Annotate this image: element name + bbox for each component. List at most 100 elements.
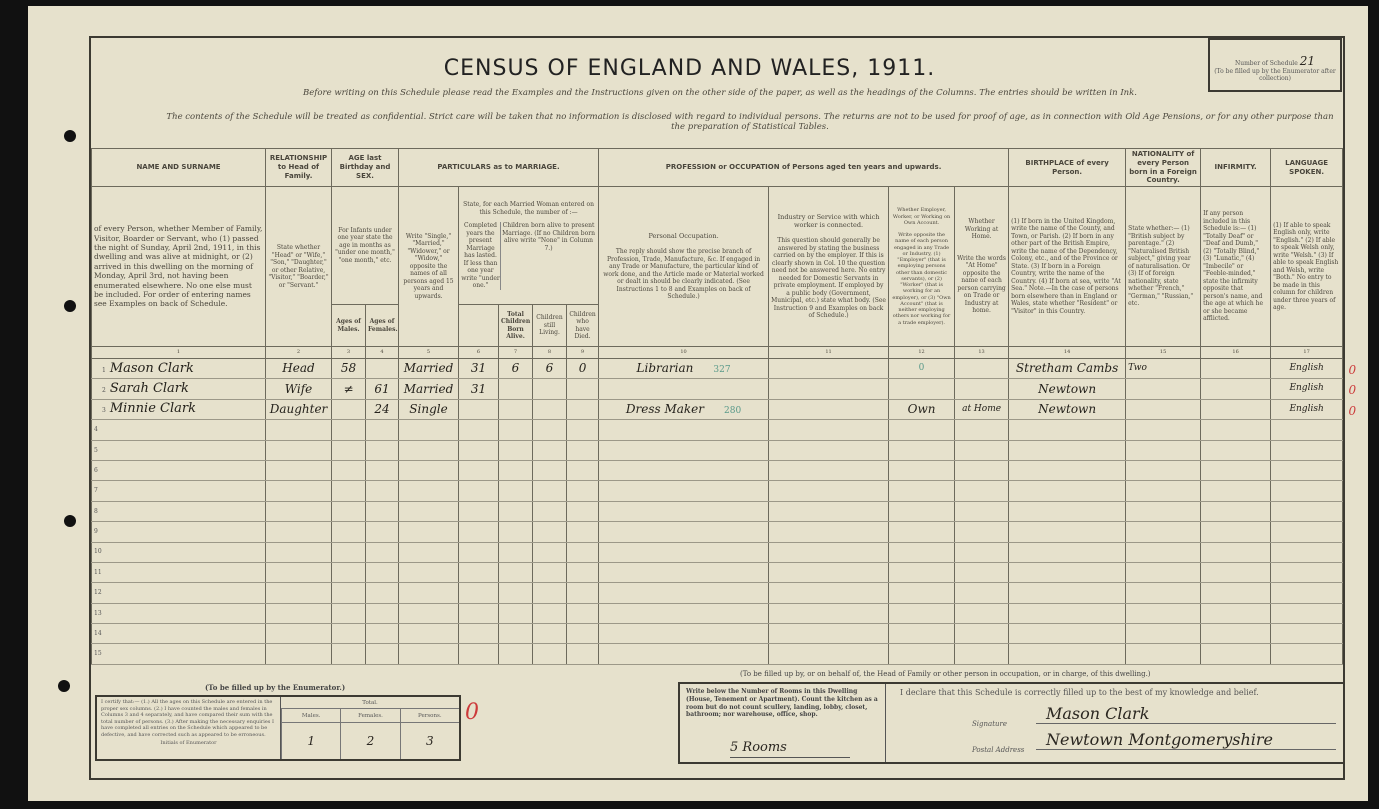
empty-cell[interactable] [331, 419, 366, 441]
empty-cell[interactable] [1200, 541, 1272, 563]
empty-cell[interactable] [565, 643, 600, 665]
empty-cell[interactable] [1008, 439, 1127, 461]
empty-cell[interactable] [532, 602, 567, 625]
cell-birthplace[interactable]: Newtown [1008, 378, 1127, 400]
empty-cell[interactable] [365, 419, 399, 441]
line-number[interactable]: 4 [91, 419, 266, 441]
empty-cell[interactable] [498, 419, 533, 441]
cell-home[interactable]: at Home [954, 398, 1010, 421]
empty-cell[interactable] [768, 623, 890, 645]
empty-cell[interactable] [1008, 459, 1127, 482]
empty-cell[interactable] [888, 500, 956, 523]
cell-cond[interactable]: Married [398, 378, 459, 400]
line-number[interactable]: 13 [91, 602, 266, 625]
empty-cell[interactable] [954, 439, 1010, 461]
cell-female[interactable]: 61 [365, 378, 399, 400]
empty-cell[interactable] [265, 623, 332, 645]
cell-male[interactable]: ≠ [331, 378, 366, 400]
empty-cell[interactable] [265, 643, 332, 665]
empty-cell[interactable] [458, 419, 499, 441]
empty-cell[interactable] [1200, 521, 1272, 543]
empty-cell[interactable] [888, 439, 956, 461]
empty-cell[interactable] [954, 459, 1010, 482]
empty-cell[interactable] [458, 521, 499, 543]
empty-cell[interactable] [365, 582, 399, 604]
line-number[interactable]: 11 [91, 561, 266, 584]
empty-cell[interactable] [1008, 643, 1127, 665]
empty-cell[interactable] [1200, 623, 1272, 645]
empty-cell[interactable] [1008, 623, 1127, 645]
empty-cell[interactable] [398, 643, 459, 665]
empty-cell[interactable] [265, 459, 332, 482]
empty-cell[interactable] [532, 521, 567, 543]
empty-cell[interactable] [1125, 623, 1202, 645]
cell-industry[interactable] [768, 378, 890, 400]
empty-cell[interactable] [1125, 439, 1202, 461]
empty-cell[interactable] [1270, 521, 1344, 543]
empty-cell[interactable] [1200, 582, 1272, 604]
empty-cell[interactable] [498, 623, 533, 645]
cell-inf[interactable] [1200, 398, 1272, 421]
empty-cell[interactable] [954, 602, 1010, 625]
empty-cell[interactable] [498, 541, 533, 563]
empty-cell[interactable] [1200, 419, 1272, 441]
empty-cell[interactable] [768, 561, 890, 584]
empty-cell[interactable] [598, 582, 770, 604]
cell-birthplace[interactable]: Stretham Cambs [1008, 357, 1127, 380]
empty-cell[interactable] [365, 439, 399, 461]
empty-cell[interactable] [498, 500, 533, 523]
empty-cell[interactable] [888, 561, 956, 584]
empty-cell[interactable] [565, 623, 600, 645]
line-number[interactable]: 6 [91, 459, 266, 482]
empty-cell[interactable] [768, 459, 890, 482]
empty-cell[interactable] [1125, 602, 1202, 625]
cell-name[interactable]: 3 Minnie Clark [91, 398, 266, 421]
empty-cell[interactable] [954, 623, 1010, 645]
empty-cell[interactable] [365, 459, 399, 482]
empty-cell[interactable] [565, 439, 600, 461]
empty-cell[interactable] [265, 500, 332, 523]
empty-cell[interactable] [1200, 439, 1272, 461]
empty-cell[interactable] [365, 643, 399, 665]
empty-cell[interactable] [1270, 623, 1344, 645]
empty-cell[interactable] [598, 419, 770, 441]
cell-female[interactable]: 24 [365, 398, 399, 421]
empty-cell[interactable] [1270, 561, 1344, 584]
empty-cell[interactable] [1008, 521, 1127, 543]
empty-cell[interactable] [888, 602, 956, 625]
empty-cell[interactable] [331, 521, 366, 543]
empty-cell[interactable] [1200, 561, 1272, 584]
empty-cell[interactable] [1270, 643, 1344, 665]
empty-cell[interactable] [1008, 582, 1127, 604]
empty-cell[interactable] [398, 459, 459, 482]
empty-cell[interactable] [331, 500, 366, 523]
empty-cell[interactable] [768, 582, 890, 604]
cell-living[interactable] [532, 398, 567, 421]
empty-cell[interactable] [398, 561, 459, 584]
empty-cell[interactable] [1008, 561, 1127, 584]
empty-cell[interactable] [598, 623, 770, 645]
line-number[interactable]: 7 [91, 480, 266, 502]
cell-cond[interactable]: Single [398, 398, 459, 421]
empty-cell[interactable] [398, 602, 459, 625]
empty-cell[interactable] [458, 623, 499, 645]
empty-cell[interactable] [265, 541, 332, 563]
empty-cell[interactable] [265, 521, 332, 543]
empty-cell[interactable] [1008, 480, 1127, 502]
empty-cell[interactable] [365, 561, 399, 584]
empty-cell[interactable] [565, 602, 600, 625]
cell-male[interactable] [331, 398, 366, 421]
empty-cell[interactable] [954, 480, 1010, 502]
empty-cell[interactable] [565, 521, 600, 543]
empty-cell[interactable] [954, 521, 1010, 543]
empty-cell[interactable] [1270, 582, 1344, 604]
empty-cell[interactable] [398, 500, 459, 523]
empty-cell[interactable] [265, 480, 332, 502]
empty-cell[interactable] [1270, 439, 1344, 461]
empty-cell[interactable] [768, 541, 890, 563]
empty-cell[interactable] [532, 500, 567, 523]
cell-lang[interactable]: English 0 [1270, 357, 1356, 380]
empty-cell[interactable] [888, 419, 956, 441]
empty-cell[interactable] [398, 419, 459, 441]
empty-cell[interactable] [498, 521, 533, 543]
